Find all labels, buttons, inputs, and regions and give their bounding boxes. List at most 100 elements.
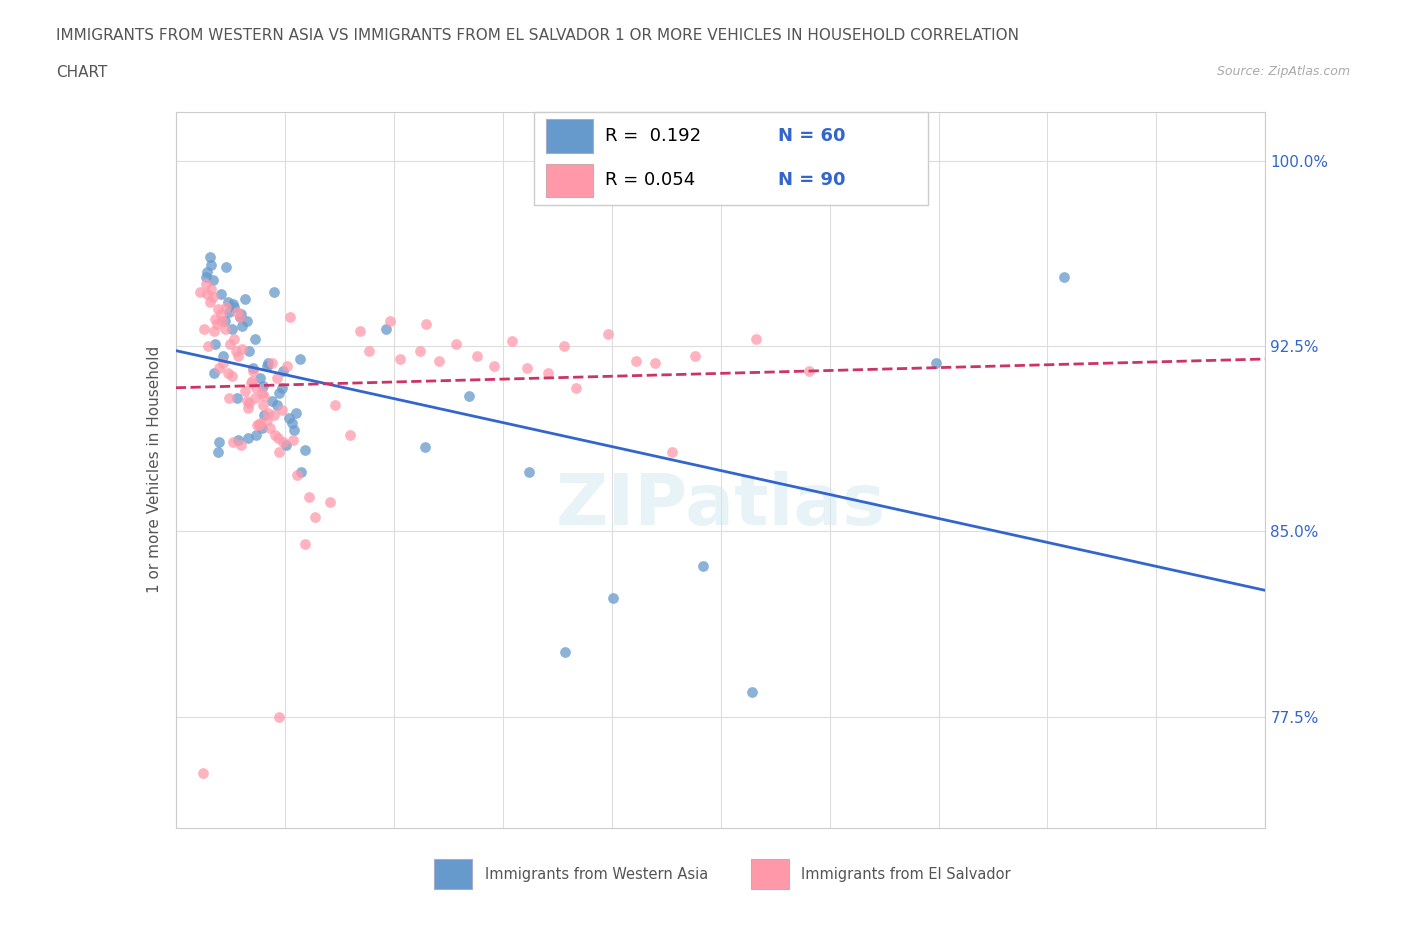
Point (288, 352, 311, 366)
Point (200, 282, 222, 297)
Point (195, 286, 218, 301)
Point (517, 465, 540, 480)
Point (226, 391, 249, 405)
Point (215, 259, 238, 274)
Point (252, 379, 274, 393)
Point (211, 314, 233, 329)
Point (294, 443, 316, 458)
Point (266, 398, 288, 413)
Point (224, 299, 246, 314)
Point (201, 272, 224, 287)
Point (249, 371, 271, 386)
Point (415, 316, 437, 331)
Point (745, 331, 768, 346)
Point (228, 432, 250, 447)
Point (349, 324, 371, 339)
Point (225, 344, 247, 359)
Text: ZIPatlas: ZIPatlas (555, 471, 886, 540)
Point (247, 418, 270, 432)
Point (253, 408, 276, 423)
Point (284, 405, 307, 420)
Point (194, 277, 217, 292)
Point (318, 495, 340, 510)
Point (235, 393, 257, 408)
Point (214, 314, 236, 329)
Bar (546, 164, 593, 197)
Point (231, 319, 253, 334)
Point (238, 344, 260, 359)
Point (925, 356, 948, 371)
Point (408, 344, 430, 359)
Point (222, 297, 245, 312)
Point (389, 352, 412, 366)
Text: Immigrants from El Salvador: Immigrants from El Salvador (801, 867, 1011, 882)
Point (224, 331, 246, 346)
Point (323, 398, 346, 413)
Point (243, 391, 266, 405)
Point (661, 445, 683, 459)
Point (236, 430, 259, 445)
Point (263, 285, 285, 299)
Point (221, 322, 243, 337)
Point (197, 339, 219, 353)
Point (741, 684, 763, 699)
Point (257, 405, 280, 420)
Point (204, 337, 226, 352)
Point (243, 331, 266, 346)
Point (269, 710, 291, 724)
Point (240, 373, 263, 388)
Point (245, 380, 267, 395)
Point (596, 326, 619, 341)
Text: N = 60: N = 60 (779, 126, 846, 145)
Point (198, 250, 221, 265)
Point (222, 435, 245, 450)
Point (457, 388, 479, 403)
Point (250, 420, 273, 435)
Point (602, 591, 624, 605)
Point (1053, 270, 1076, 285)
Point (339, 428, 361, 443)
Point (267, 430, 290, 445)
Point (226, 304, 249, 319)
Point (218, 304, 240, 319)
Point (253, 388, 276, 403)
Point (269, 386, 291, 401)
Point (278, 309, 301, 324)
Point (208, 361, 231, 376)
Point (281, 432, 304, 447)
Point (644, 356, 666, 371)
Point (194, 270, 217, 285)
Point (259, 420, 281, 435)
Point (228, 349, 250, 364)
Bar (434, 859, 472, 889)
Point (269, 445, 291, 459)
Point (233, 383, 256, 398)
Point (274, 437, 297, 452)
Point (252, 398, 274, 413)
Point (273, 364, 295, 379)
Point (262, 356, 284, 371)
Point (484, 358, 506, 373)
Point (257, 356, 280, 371)
Point (214, 322, 236, 337)
Point (219, 337, 242, 352)
Point (238, 395, 260, 410)
Point (212, 356, 235, 371)
Point (229, 309, 252, 324)
Point (256, 358, 278, 373)
Point (565, 380, 588, 395)
Bar (751, 859, 789, 889)
Point (264, 428, 287, 443)
Point (266, 371, 288, 386)
Point (273, 435, 295, 450)
Point (215, 299, 238, 314)
Point (359, 344, 381, 359)
Point (208, 435, 231, 450)
Point (236, 401, 259, 416)
Point (283, 423, 305, 438)
Text: IMMIGRANTS FROM WESTERN ASIA VS IMMIGRANTS FROM EL SALVADOR 1 OR MORE VEHICLES I: IMMIGRANTS FROM WESTERN ASIA VS IMMIGRAN… (56, 28, 1019, 43)
Point (193, 322, 215, 337)
Point (188, 285, 211, 299)
Point (271, 403, 294, 418)
Point (516, 361, 538, 376)
